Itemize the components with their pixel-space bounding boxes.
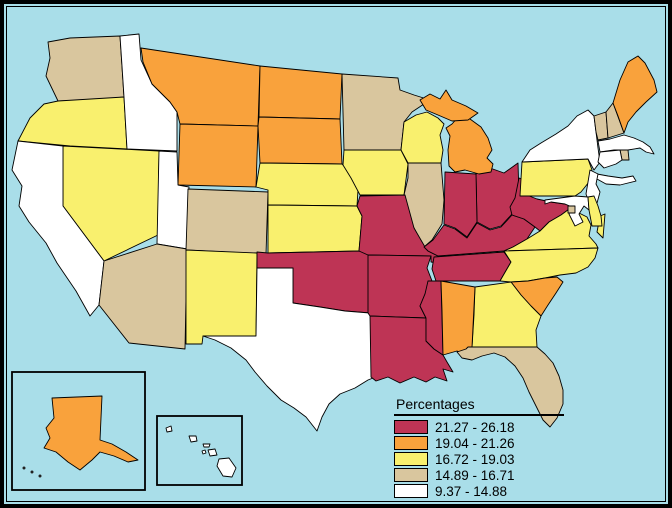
legend-row: 9.37 - 14.88 <box>394 483 564 499</box>
state-texas[interactable] <box>202 267 379 432</box>
state-colorado[interactable] <box>185 188 269 255</box>
legend-row: 14.89 - 16.71 <box>394 467 564 483</box>
aleutian-islands-icon <box>22 466 26 470</box>
legend-swatch-icon <box>394 452 428 466</box>
map-frame-inner <box>6 6 666 502</box>
states-lower48 <box>11 33 658 432</box>
state-connecticut[interactable] <box>597 149 623 169</box>
legend-row: 19.04 - 21.26 <box>394 435 564 451</box>
legend-label: 9.37 - 14.88 <box>435 483 508 499</box>
legend-label: 14.89 - 16.71 <box>435 467 515 483</box>
state-district-of-columbia[interactable] <box>567 205 576 214</box>
state-hawaii-maui[interactable] <box>207 448 218 457</box>
state-vermont[interactable] <box>593 111 609 141</box>
state-arizona[interactable] <box>98 243 188 350</box>
legend-swatch-icon <box>394 436 428 450</box>
state-hawaii-lanai[interactable] <box>201 449 207 455</box>
state-new-mexico[interactable] <box>185 249 258 345</box>
legend-swatch-icon <box>394 420 428 434</box>
legend-divider <box>394 414 564 416</box>
alaska-inset <box>11 371 146 491</box>
legend-label: 16.72 - 19.03 <box>435 451 515 467</box>
state-wisconsin[interactable] <box>400 111 445 164</box>
legend-title: Percentages <box>396 396 475 412</box>
alaska-inset-box <box>11 371 146 491</box>
state-new-york[interactable] <box>521 109 601 171</box>
legend-label: 19.04 - 21.26 <box>435 435 515 451</box>
state-massachusetts[interactable] <box>597 134 655 155</box>
state-wyoming[interactable] <box>177 123 259 188</box>
state-hawaii-oahu[interactable] <box>188 435 198 443</box>
map-legend: Percentages 21.27 - 26.18 19.04 - 21.26 … <box>394 396 564 500</box>
state-new-york-long-island[interactable] <box>596 173 637 186</box>
state-south-dakota[interactable] <box>257 116 343 165</box>
state-michigan-lower[interactable] <box>445 114 494 175</box>
state-kansas[interactable] <box>267 204 363 254</box>
legend-row: 16.72 - 19.03 <box>394 451 564 467</box>
aleutian-islands-icon <box>38 474 42 478</box>
state-alabama[interactable] <box>440 280 476 357</box>
state-hawaii-big-island[interactable] <box>216 457 237 478</box>
state-hawaii-kauai[interactable] <box>165 425 173 433</box>
state-florida[interactable] <box>456 346 564 428</box>
aleutian-islands-icon <box>30 470 34 474</box>
state-tennessee[interactable] <box>431 251 512 282</box>
legend-label: 21.27 - 26.18 <box>435 419 515 435</box>
hawaii-inset <box>156 415 243 486</box>
legend-swatch-icon <box>394 468 428 482</box>
state-michigan-upper[interactable] <box>419 89 479 122</box>
state-delaware[interactable] <box>587 195 603 227</box>
state-north-carolina[interactable] <box>499 247 599 283</box>
state-maine[interactable] <box>612 55 658 134</box>
state-pennsylvania[interactable] <box>519 158 593 197</box>
legend-row: 21.27 - 26.18 <box>394 419 564 435</box>
state-hawaii-molokai[interactable] <box>202 443 211 448</box>
state-indiana[interactable] <box>443 171 478 238</box>
state-north-dakota[interactable] <box>258 65 343 120</box>
state-california[interactable] <box>11 140 105 317</box>
state-nebraska[interactable] <box>255 162 359 207</box>
state-alaska[interactable] <box>43 395 139 471</box>
state-washington[interactable] <box>45 35 125 102</box>
legend-swatch-icon <box>394 484 428 498</box>
hawaii-inset-box <box>156 415 243 486</box>
